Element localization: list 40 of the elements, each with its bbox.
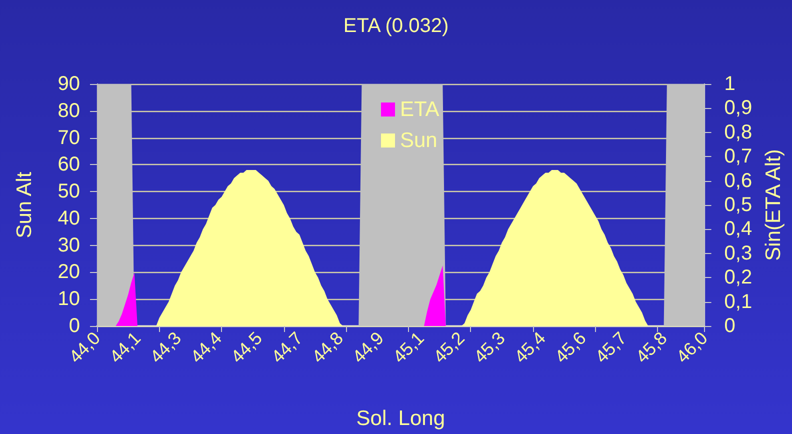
y-tick-label: 90: [58, 73, 80, 95]
x-tick-label: 45,3: [470, 328, 509, 367]
y-tick-label: 20: [58, 261, 80, 284]
x-tick-label: 44,1: [106, 328, 145, 367]
y2-tick-label: 0,4: [724, 218, 752, 240]
x-tick-label: 45,2: [430, 328, 468, 367]
y2-tick-label: 0,7: [724, 146, 752, 168]
y2-tick-label: 0: [724, 315, 736, 337]
y2-tick-label: 0,1: [724, 290, 752, 313]
y2-axis-title: Sin(ETA Alt): [762, 149, 785, 261]
x-tick-label: 46,0: [672, 328, 712, 367]
x-tick-label: 44,8: [308, 328, 347, 367]
y2-tick-label: 0,9: [724, 97, 752, 120]
y-tick-label: 70: [58, 126, 80, 149]
y-tick-label: 0: [68, 315, 80, 337]
chart-title: ETA (0.032): [343, 15, 449, 37]
x-tick-label: 44,4: [186, 328, 226, 367]
x-tick-label: 45,1: [389, 328, 428, 367]
legend-label: ETA: [400, 98, 440, 121]
x-tick-label: 44,3: [146, 328, 186, 367]
y2-tick-label: 0,3: [724, 242, 752, 264]
y-tick-label: 60: [58, 154, 80, 176]
y2-tick-label: 0,5: [724, 194, 752, 216]
y2-tick-label: 0,2: [724, 266, 752, 289]
x-tick-label: 44,9: [348, 328, 388, 367]
x-tick-label: 45,4: [510, 328, 550, 367]
x-axis-title: Sol. Long: [356, 407, 446, 430]
y-tick-label: 80: [58, 100, 80, 122]
y2-tick-label: 1: [724, 73, 736, 95]
y-tick-label: 40: [58, 207, 80, 230]
y-tick-label: 30: [58, 234, 80, 256]
legend-label: Sun: [400, 129, 438, 152]
y2-tick-label: 0,8: [724, 121, 752, 144]
x-tick-label: 45,6: [551, 328, 590, 367]
y-axis-title: Sun Alt: [13, 172, 36, 238]
x-tick-label: 44,5: [227, 328, 266, 367]
y2-tick-label: 0,6: [724, 170, 752, 192]
y-tick-label: 10: [58, 288, 80, 310]
x-tick-label: 45,8: [632, 328, 671, 367]
y-tick-label: 50: [58, 180, 80, 203]
